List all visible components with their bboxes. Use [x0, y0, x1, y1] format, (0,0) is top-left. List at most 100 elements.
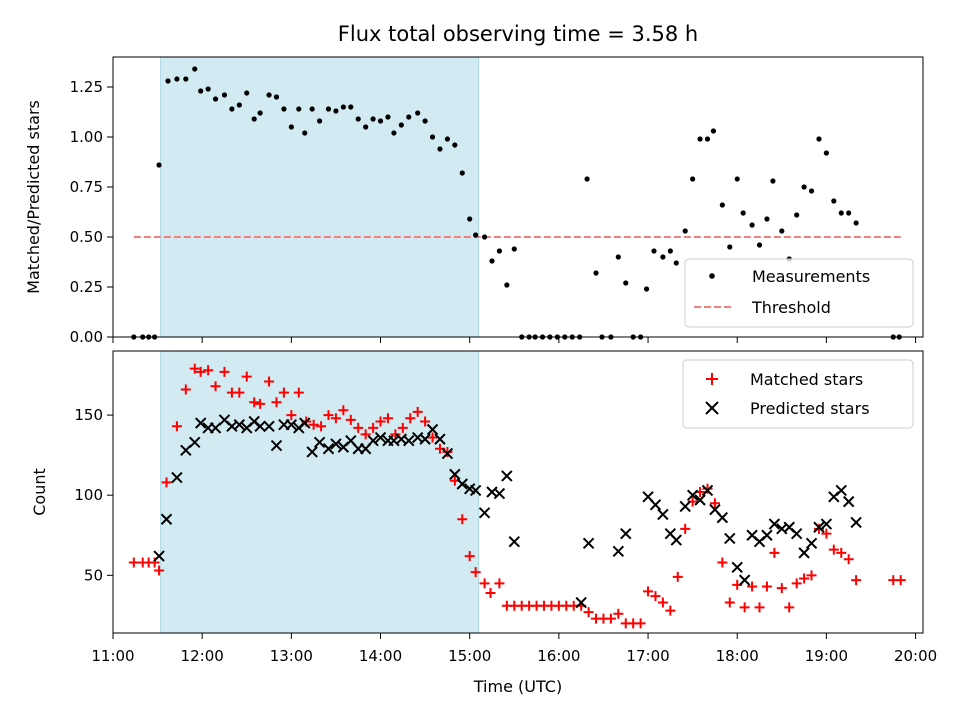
- predicted-star-point: [285, 418, 298, 431]
- predicted-star-point: [441, 447, 454, 460]
- matched-star-point: [154, 565, 165, 576]
- matched-star-point: [427, 432, 438, 443]
- predicted-star-point: [790, 527, 803, 540]
- predicted-stars-points: [153, 414, 862, 609]
- matched-star-point: [739, 602, 750, 613]
- predicted-star-point: [670, 534, 682, 546]
- count-xtick-label: 16:00: [537, 647, 580, 665]
- measurement-point: [429, 134, 436, 140]
- predicted-star-point: [419, 433, 431, 445]
- predicted-star-point: [686, 489, 699, 501]
- measurement-point: [257, 110, 263, 116]
- matched-star-point: [702, 483, 713, 494]
- predicted-star-point: [209, 422, 222, 434]
- predicted-star-point: [263, 420, 275, 433]
- measurement-point: [437, 146, 443, 152]
- ratio-ytick-label: 0.50: [70, 228, 103, 246]
- matched-star-point: [717, 557, 728, 568]
- matched-star-point: [784, 602, 795, 613]
- measurement-point: [801, 184, 807, 190]
- measurement-point: [690, 176, 696, 182]
- matched-star-point: [665, 605, 676, 616]
- predicted-star-point: [731, 561, 743, 574]
- measurement-point: [823, 150, 829, 156]
- predicted-star-point: [493, 487, 506, 500]
- ratio-legend: Measurements Threshold: [684, 258, 914, 328]
- measurement-point: [325, 106, 332, 112]
- measurement-point: [623, 280, 629, 286]
- ratio-ytick-label: 1.00: [70, 128, 103, 146]
- predicted-star-point: [171, 471, 183, 484]
- predicted-star-point: [374, 431, 387, 444]
- measurement-point: [391, 130, 397, 136]
- matched-star-point: [195, 366, 206, 377]
- matched-star-point: [821, 528, 832, 539]
- matched-star-point: [412, 406, 423, 417]
- predicted-star-point: [835, 484, 847, 497]
- ratio-ytick-label: 1.25: [70, 78, 103, 96]
- count-axes-frame: [112, 350, 924, 634]
- matched-star-point: [420, 416, 431, 427]
- matched-star-point: [657, 597, 668, 608]
- measurement-point: [398, 122, 404, 128]
- predicted-star-point: [813, 521, 825, 533]
- measurement-point: [244, 90, 250, 96]
- matched-star-point: [345, 414, 356, 425]
- predicted-star-point: [657, 508, 669, 521]
- ratio-legend-box: [684, 258, 914, 328]
- predicted-star-point: [367, 435, 379, 447]
- measurement-point: [853, 220, 859, 226]
- measurement-point: [740, 210, 746, 216]
- matched-star-point: [210, 381, 221, 392]
- matched-star-point: [330, 413, 341, 424]
- matched-star-point: [264, 376, 275, 387]
- matched-star-point: [836, 547, 847, 558]
- matched-star-point: [442, 446, 453, 457]
- count-ytick-label: 100: [74, 486, 103, 504]
- predicted-star-point: [798, 547, 810, 559]
- ratio-ytick-label: 0.75: [70, 178, 103, 196]
- matched-star-point: [709, 498, 720, 509]
- predicted-star-point: [180, 444, 192, 457]
- predicted-star-point: [701, 484, 714, 497]
- predicted-star-point: [189, 436, 201, 449]
- measurement-point: [593, 270, 599, 276]
- measurement-point: [288, 124, 294, 130]
- predicted-star-point: [306, 446, 318, 458]
- matched-star-point: [368, 422, 379, 433]
- measurement-point: [808, 188, 815, 194]
- predicted-star-point: [820, 518, 833, 530]
- measurement-point: [643, 286, 650, 292]
- predicted-star-point: [313, 436, 326, 449]
- matched-star-point: [895, 575, 906, 586]
- measurement-point: [333, 108, 339, 114]
- matched-star-point: [271, 397, 282, 408]
- matched-star-point: [806, 570, 817, 581]
- matched-star-point: [219, 366, 230, 377]
- matched-star-point: [672, 571, 683, 582]
- count-x-label: Time (UTC): [473, 677, 562, 696]
- measurement-point: [236, 102, 242, 108]
- predicted-star-point: [434, 433, 446, 445]
- measurement-point: [473, 232, 479, 238]
- predicted-star-point: [449, 468, 461, 481]
- measurement-point: [504, 282, 510, 288]
- matched-star-point: [776, 583, 787, 594]
- matched-star-point: [791, 578, 802, 589]
- count-xtick-label: 13:00: [270, 647, 313, 665]
- legend-threshold-label: Threshold: [751, 298, 831, 317]
- count-x-ticks: 11:00 12:00 13:00 14:00 15:00 16:00 17:00 18:00…: [91, 633, 937, 665]
- matched-star-point: [470, 567, 481, 578]
- legend-predicted-marker: [705, 401, 719, 415]
- matched-star-point: [828, 544, 839, 555]
- matched-star-point: [769, 547, 780, 558]
- measurement-point: [316, 118, 323, 124]
- matched-star-point: [643, 586, 654, 597]
- measurement-point: [794, 212, 800, 218]
- predicted-star-point: [649, 499, 662, 511]
- measurement-point: [205, 86, 211, 92]
- predicted-star-point: [842, 495, 855, 508]
- matched-star-point: [485, 587, 496, 598]
- matched-star-point: [203, 365, 214, 376]
- legend-predicted-label: Predicted stars: [750, 399, 870, 418]
